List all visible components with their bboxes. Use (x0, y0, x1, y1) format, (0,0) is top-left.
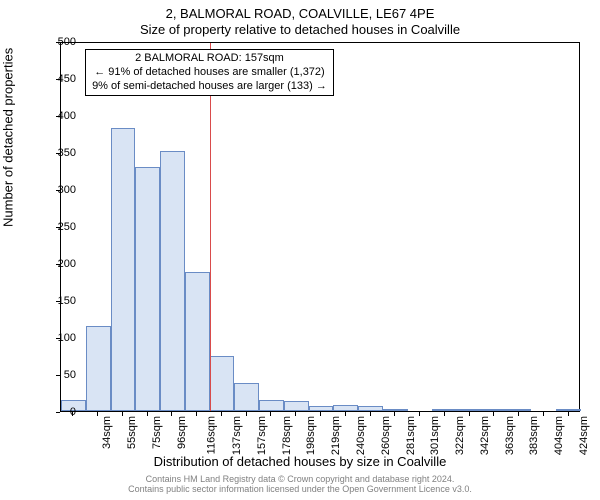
x-tick-label: 116sqm (206, 416, 218, 454)
x-tick-label: 301sqm (429, 416, 441, 455)
footer-attribution: Contains HM Land Registry data © Crown c… (0, 474, 600, 495)
x-tick-label: 75sqm (151, 416, 163, 449)
x-tick-mark (221, 412, 222, 416)
x-tick-label: 178sqm (281, 416, 293, 455)
reference-line (210, 43, 211, 411)
y-tick-mark (56, 190, 60, 191)
x-tick-mark (147, 412, 148, 416)
y-tick-mark (56, 412, 60, 413)
annotation-box: 2 BALMORAL ROAD: 157sqm ← 91% of detache… (85, 49, 334, 96)
x-axis-label: Distribution of detached houses by size … (0, 454, 600, 469)
x-tick-label: 198sqm (306, 416, 318, 455)
bar (160, 151, 185, 411)
x-tick-mark (295, 412, 296, 416)
x-tick-mark (171, 412, 172, 416)
annotation-line: 2 BALMORAL ROAD: 157sqm (92, 52, 327, 66)
x-tick-mark (543, 412, 544, 416)
x-tick-mark (97, 412, 98, 416)
x-tick-mark (270, 412, 271, 416)
bar (234, 383, 259, 411)
plot-area: 2 BALMORAL ROAD: 157sqm ← 91% of detache… (60, 42, 580, 412)
bar (482, 409, 507, 411)
bar (556, 409, 581, 411)
bar (333, 405, 358, 411)
bar (135, 167, 160, 411)
bar (86, 326, 111, 411)
y-axis-label: Number of detached properties (1, 48, 16, 227)
footer-line: Contains public sector information licen… (0, 484, 600, 494)
x-tick-mark (518, 412, 519, 416)
x-tick-mark (246, 412, 247, 416)
x-tick-mark (122, 412, 123, 416)
x-tick-label: 260sqm (380, 416, 392, 455)
x-tick-label: 342sqm (479, 416, 491, 455)
bar (383, 409, 408, 411)
y-tick-mark (56, 264, 60, 265)
x-tick-mark (370, 412, 371, 416)
x-tick-label: 322sqm (454, 416, 466, 455)
x-tick-label: 240sqm (355, 416, 367, 455)
x-tick-label: 404sqm (553, 416, 565, 455)
y-tick-mark (56, 42, 60, 43)
y-tick-mark (56, 301, 60, 302)
x-tick-label: 363sqm (504, 416, 516, 455)
y-tick-mark (56, 227, 60, 228)
x-tick-label: 157sqm (256, 416, 268, 455)
x-tick-mark (320, 412, 321, 416)
y-tick-mark (56, 375, 60, 376)
x-tick-mark (444, 412, 445, 416)
y-tick-mark (56, 338, 60, 339)
x-tick-mark (196, 412, 197, 416)
x-tick-label: 219sqm (330, 416, 342, 455)
x-tick-mark (72, 412, 73, 416)
bar (210, 356, 235, 412)
x-tick-label: 281sqm (405, 416, 417, 455)
x-tick-mark (419, 412, 420, 416)
x-tick-label: 55sqm (126, 416, 138, 449)
y-tick-mark (56, 153, 60, 154)
x-tick-label: 96sqm (176, 416, 188, 449)
title-subtitle: Size of property relative to detached ho… (0, 22, 600, 37)
bar (457, 409, 482, 411)
bar (111, 128, 136, 411)
bar (507, 409, 532, 411)
bar (309, 406, 334, 411)
bar (185, 272, 210, 411)
y-tick-mark (56, 116, 60, 117)
x-tick-mark (493, 412, 494, 416)
annotation-line: ← 91% of detached houses are smaller (1,… (92, 66, 327, 80)
bar (259, 400, 284, 411)
x-tick-label: 34sqm (101, 416, 113, 449)
x-tick-label: 137sqm (231, 416, 243, 455)
bar (432, 409, 457, 411)
y-tick-mark (56, 79, 60, 80)
footer-line: Contains HM Land Registry data © Crown c… (0, 474, 600, 484)
x-tick-label: 383sqm (528, 416, 540, 455)
x-tick-mark (469, 412, 470, 416)
x-tick-mark (568, 412, 569, 416)
histogram-bars (61, 43, 579, 411)
x-tick-label: 424sqm (578, 416, 590, 455)
figure: 2, BALMORAL ROAD, COALVILLE, LE67 4PE Si… (0, 0, 600, 500)
annotation-line: 9% of semi-detached houses are larger (1… (92, 80, 327, 94)
x-tick-mark (394, 412, 395, 416)
bar (284, 401, 309, 411)
bar (358, 406, 383, 411)
title-address: 2, BALMORAL ROAD, COALVILLE, LE67 4PE (0, 6, 600, 21)
x-tick-mark (345, 412, 346, 416)
